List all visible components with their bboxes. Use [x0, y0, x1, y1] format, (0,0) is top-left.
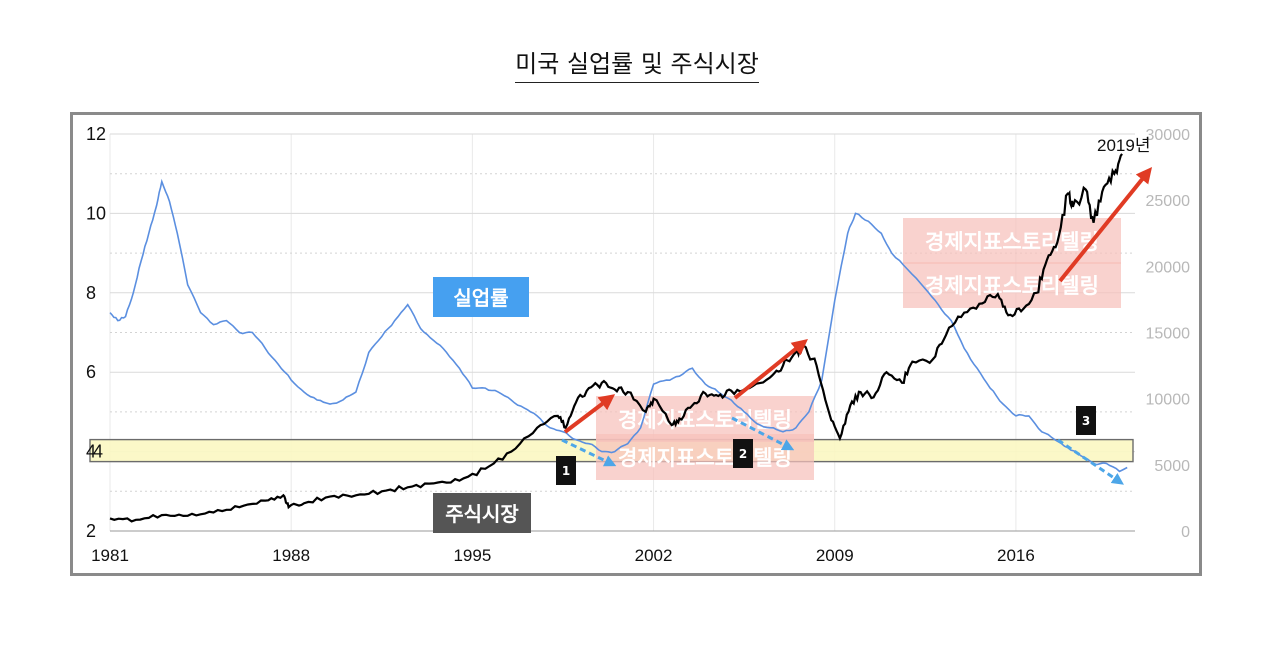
- x-tick: 2016: [997, 546, 1035, 565]
- watermark-box: [903, 262, 1121, 308]
- y-right-tick: 20000: [1146, 259, 1191, 276]
- year-annotation: 2019년: [1097, 136, 1150, 155]
- stock-tag-label: 주식시장: [445, 502, 519, 526]
- arrow-up: [1058, 167, 1153, 283]
- y-right-tick: 0: [1181, 524, 1190, 541]
- band-label: 4: [93, 442, 103, 462]
- badge: [556, 456, 576, 485]
- unemployment-tag-box: [433, 277, 529, 317]
- y-left-tick: 4: [86, 442, 96, 462]
- y-left-tick: 12: [86, 124, 106, 144]
- badge-number: 1: [562, 464, 570, 478]
- stock-market-line: [109, 153, 1123, 523]
- stock-tag-box: [433, 493, 531, 533]
- watermark-text: 경제지표스토리텔링: [925, 274, 1099, 298]
- watermark-text: 경제지표스토리텔링: [925, 230, 1099, 254]
- watermark-text: 경제지표스토리텔링: [618, 408, 792, 432]
- x-tick: 2002: [635, 546, 673, 565]
- y-left-tick: 2: [86, 521, 96, 541]
- badge-number: 3: [1082, 414, 1090, 428]
- y-right-tick: 10000: [1146, 392, 1191, 409]
- unemployment-tag-label: 실업률: [453, 286, 508, 310]
- y-axis-right: 0 5000 10000 15000 20000 25000 30000: [1146, 127, 1191, 541]
- y-left-tick: 8: [86, 283, 96, 303]
- trend-arrows: [561, 167, 1153, 485]
- badge: [1076, 406, 1096, 435]
- y-right-tick: 25000: [1146, 193, 1191, 210]
- watermark-box: [903, 218, 1121, 264]
- arrow-down: [1057, 438, 1124, 485]
- x-tick: 1981: [91, 546, 129, 565]
- x-tick: 1995: [453, 546, 491, 565]
- x-axis: 1981 1988 1995 2002 2009 2016: [91, 546, 1035, 565]
- y-axis-left: 2 4 6 8 10 12: [86, 124, 106, 541]
- x-tick: 1988: [272, 546, 310, 565]
- arrow-down: [731, 416, 795, 451]
- y-left-tick: 10: [86, 203, 106, 223]
- y-right-tick: 5000: [1154, 458, 1190, 475]
- watermark-text: 경제지표스토리텔링: [618, 446, 792, 470]
- y-left-tick: 6: [86, 362, 96, 382]
- y-right-tick: 30000: [1146, 127, 1191, 144]
- arrow-up: [563, 394, 616, 434]
- chart-frame: [70, 112, 1202, 576]
- page-title: 미국 실업률 및 주식시장: [0, 44, 1274, 83]
- page-title-text: 미국 실업률 및 주식시장: [515, 50, 759, 83]
- badge-number: 2: [739, 447, 747, 461]
- arrow-up: [733, 338, 808, 400]
- badges: 1 2 3: [556, 406, 1096, 485]
- y-right-tick: 15000: [1146, 326, 1191, 343]
- badge: [733, 439, 753, 468]
- x-tick: 2009: [816, 546, 854, 565]
